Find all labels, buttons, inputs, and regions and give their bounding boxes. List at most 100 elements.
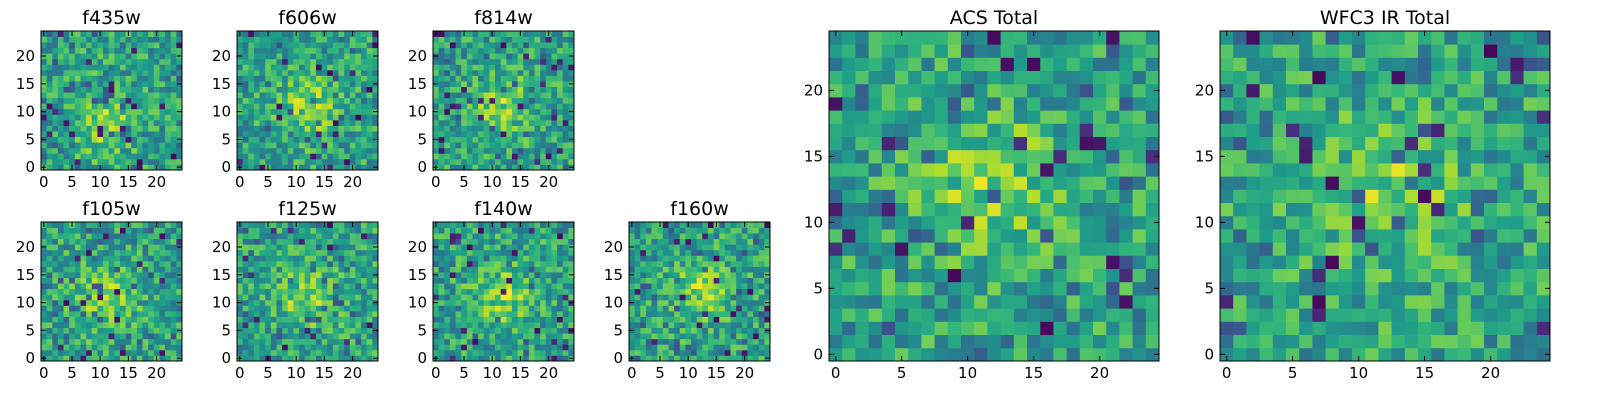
heatmap-cell [237, 266, 244, 273]
heatmap-cell [483, 299, 490, 306]
heatmap-cell [108, 92, 115, 99]
heatmap-cell [707, 238, 714, 245]
heatmap-cell [344, 305, 351, 312]
heatmap-cell [366, 131, 373, 138]
heatmap-cell [153, 147, 160, 154]
heatmap-cell [69, 333, 76, 340]
heatmap-cell [63, 277, 70, 284]
heatmap-cell [315, 266, 322, 273]
heatmap-cell [517, 266, 524, 273]
heatmap-cell [136, 316, 143, 323]
heatmap-cell [293, 322, 300, 329]
heatmap-cell [265, 344, 272, 351]
heatmap-cell [176, 344, 183, 351]
heatmap-cell [713, 310, 720, 317]
heatmap-cell [961, 189, 975, 203]
heatmap-cell [259, 310, 266, 317]
heatmap-cell [449, 81, 456, 87]
heatmap-cell [355, 249, 362, 256]
heatmap-cell [540, 114, 547, 121]
heatmap-cell [466, 222, 473, 228]
heatmap-cell [136, 305, 143, 312]
heatmap-cell [114, 288, 121, 295]
heatmap-cell [276, 108, 283, 115]
heatmap-cell [159, 136, 166, 143]
heatmap-cell [287, 283, 294, 290]
heatmap-cell [86, 58, 93, 65]
heatmap-cell [41, 86, 48, 93]
heatmap-cell [483, 47, 490, 54]
heatmap-cell [472, 344, 479, 351]
heatmap-cell [528, 119, 535, 126]
heatmap-cell [651, 255, 658, 262]
heatmap-cell [495, 53, 502, 60]
heatmap-cell [651, 327, 658, 334]
heatmap-cell [855, 334, 869, 349]
heatmap-cell [868, 242, 883, 256]
heatmap-cell [562, 249, 569, 256]
heatmap-cell [41, 158, 48, 165]
heatmap-cell [517, 238, 524, 245]
heatmap-cell [103, 131, 110, 138]
heatmap-cell [557, 158, 564, 165]
heatmap-cell [372, 249, 379, 256]
heatmap-cell [242, 92, 249, 99]
heatmap-cell [528, 272, 535, 278]
heatmap-cell [511, 92, 518, 99]
heatmap-cell [242, 283, 249, 290]
heatmap-cell [131, 119, 138, 126]
heatmap-cell [253, 114, 260, 121]
heatmap-cell [74, 327, 81, 334]
heatmap-cell [270, 266, 277, 273]
heatmap-cell [338, 316, 345, 323]
heatmap-cell [265, 142, 272, 149]
x-tick-label: 10 [679, 364, 698, 382]
heatmap-cell [433, 119, 440, 126]
heatmap-cell [696, 222, 703, 228]
heatmap-cell [691, 244, 698, 251]
heatmap-cell [69, 58, 76, 65]
heatmap-cell [114, 142, 121, 149]
heatmap-cell [57, 31, 64, 37]
heatmap-cell [332, 158, 339, 165]
heatmap-cell [97, 310, 104, 317]
heatmap-cell [444, 142, 451, 149]
heatmap-cell [696, 355, 703, 362]
heatmap-cell [287, 255, 294, 262]
heatmap-cell [287, 333, 294, 340]
heatmap-cell [253, 125, 260, 132]
heatmap-cell [1079, 215, 1094, 230]
heatmap-cell [947, 242, 962, 256]
heatmap-cell [634, 283, 641, 290]
heatmap-cell [495, 64, 502, 71]
heatmap-cell [934, 229, 949, 243]
heatmap-cell [449, 266, 456, 273]
heatmap-cell [103, 233, 110, 240]
heatmap-cell [355, 305, 362, 312]
heatmap-cell [276, 119, 283, 126]
heatmap-cell [86, 164, 93, 171]
heatmap-cell [540, 244, 547, 251]
heatmap-cell [433, 333, 440, 340]
heatmap-cell [131, 75, 138, 82]
heatmap-cell [640, 249, 647, 256]
heatmap-cell [534, 344, 541, 351]
heatmap-cell [287, 288, 294, 295]
heatmap-cell [696, 344, 703, 351]
heatmap-cell [881, 295, 896, 309]
heatmap-cell [103, 125, 110, 132]
heatmap-cell [97, 338, 104, 345]
heatmap-cell [321, 238, 328, 245]
heatmap-cell [170, 316, 177, 323]
heatmap-cell [1000, 281, 1015, 296]
heatmap-cell [1079, 163, 1094, 177]
heatmap-cell [534, 288, 541, 295]
heatmap-cell [1027, 268, 1041, 283]
heatmap-cell [495, 97, 502, 104]
heatmap-cell [299, 58, 306, 65]
heatmap-cell [131, 244, 138, 251]
heatmap-cell [1132, 215, 1147, 230]
heatmap-cell [449, 344, 456, 351]
heatmap-cell [568, 64, 575, 71]
heatmap-cell [176, 147, 183, 154]
